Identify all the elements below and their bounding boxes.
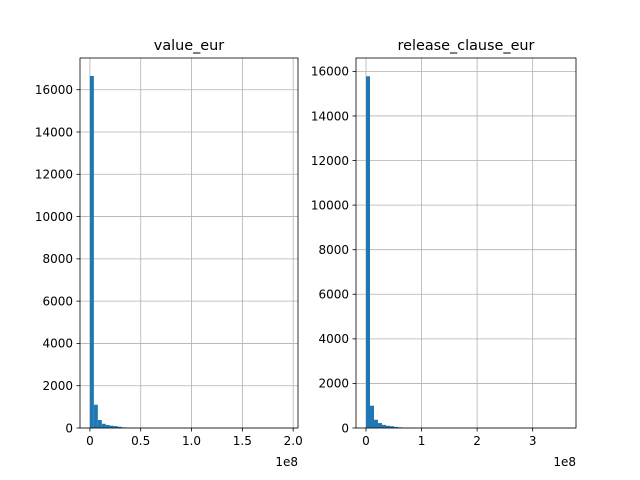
y-tick-label: 16000 — [35, 83, 73, 97]
y-tick-label: 2000 — [318, 377, 349, 391]
y-tick-label: 14000 — [35, 125, 73, 139]
axes-frame — [79, 57, 299, 429]
y-tick-label: 10000 — [35, 210, 73, 224]
histogram-bar — [374, 419, 378, 428]
histogram-bar — [390, 426, 394, 428]
axes-frame — [355, 57, 577, 429]
chart-2: 0 1 2 3 0 2000 4000 6000 8000 10000 12000 14000 1600… — [311, 38, 577, 469]
x-tick-label: 2 — [473, 434, 481, 448]
y-tick-label: 6000 — [42, 294, 73, 308]
histogram-bar — [382, 424, 386, 428]
histogram-bar — [378, 423, 382, 428]
x-tick-label: 3 — [529, 434, 537, 448]
histogram-bar — [101, 423, 106, 428]
x-tick-label: 0.5 — [131, 434, 150, 448]
x-tick-label: 1.0 — [182, 434, 201, 448]
x-tick-label: 2.0 — [284, 434, 303, 448]
histogram-bar — [89, 75, 94, 428]
y-tick-label: 8000 — [318, 243, 349, 257]
y-tick-label: 2000 — [42, 379, 73, 393]
histogram-bar — [386, 425, 390, 428]
histogram-bar — [109, 425, 114, 428]
histogram-bar — [105, 425, 110, 428]
x-offset-label: 1e8 — [275, 455, 298, 469]
histogram-bar — [93, 404, 98, 428]
chart-title: release_clause_eur — [398, 38, 535, 54]
histogram-bar — [394, 426, 398, 428]
histogram-bar — [366, 76, 370, 429]
y-tick-label: 16000 — [311, 65, 349, 79]
y-tick-label: 0 — [65, 421, 73, 435]
histogram-bar — [97, 419, 102, 428]
x-offset-label: 1e8 — [553, 455, 576, 469]
y-tick-label: 4000 — [318, 332, 349, 346]
y-tick-label: 10000 — [311, 198, 349, 212]
y-tick-label: 14000 — [311, 109, 349, 123]
histogram-bar — [117, 426, 122, 428]
y-tick-label: 8000 — [42, 252, 73, 266]
x-tick-label: 0 — [86, 434, 94, 448]
y-tick-label: 6000 — [318, 288, 349, 302]
chart-1: 0 0.5 1.0 1.5 2.0 0 2000 4000 6000 8000 10000 12000… — [35, 38, 303, 469]
y-tick-label: 12000 — [311, 154, 349, 168]
x-tick-label: 1 — [418, 434, 426, 448]
chart-title: value_eur — [154, 38, 224, 54]
x-tick-label: 0 — [362, 434, 370, 448]
y-tick-label: 0 — [341, 421, 349, 435]
y-tick-label: 4000 — [42, 337, 73, 351]
y-tick-label: 12000 — [35, 168, 73, 182]
histogram-bar — [113, 426, 118, 428]
histogram-bar — [370, 405, 374, 428]
x-tick-label: 1.5 — [233, 434, 252, 448]
